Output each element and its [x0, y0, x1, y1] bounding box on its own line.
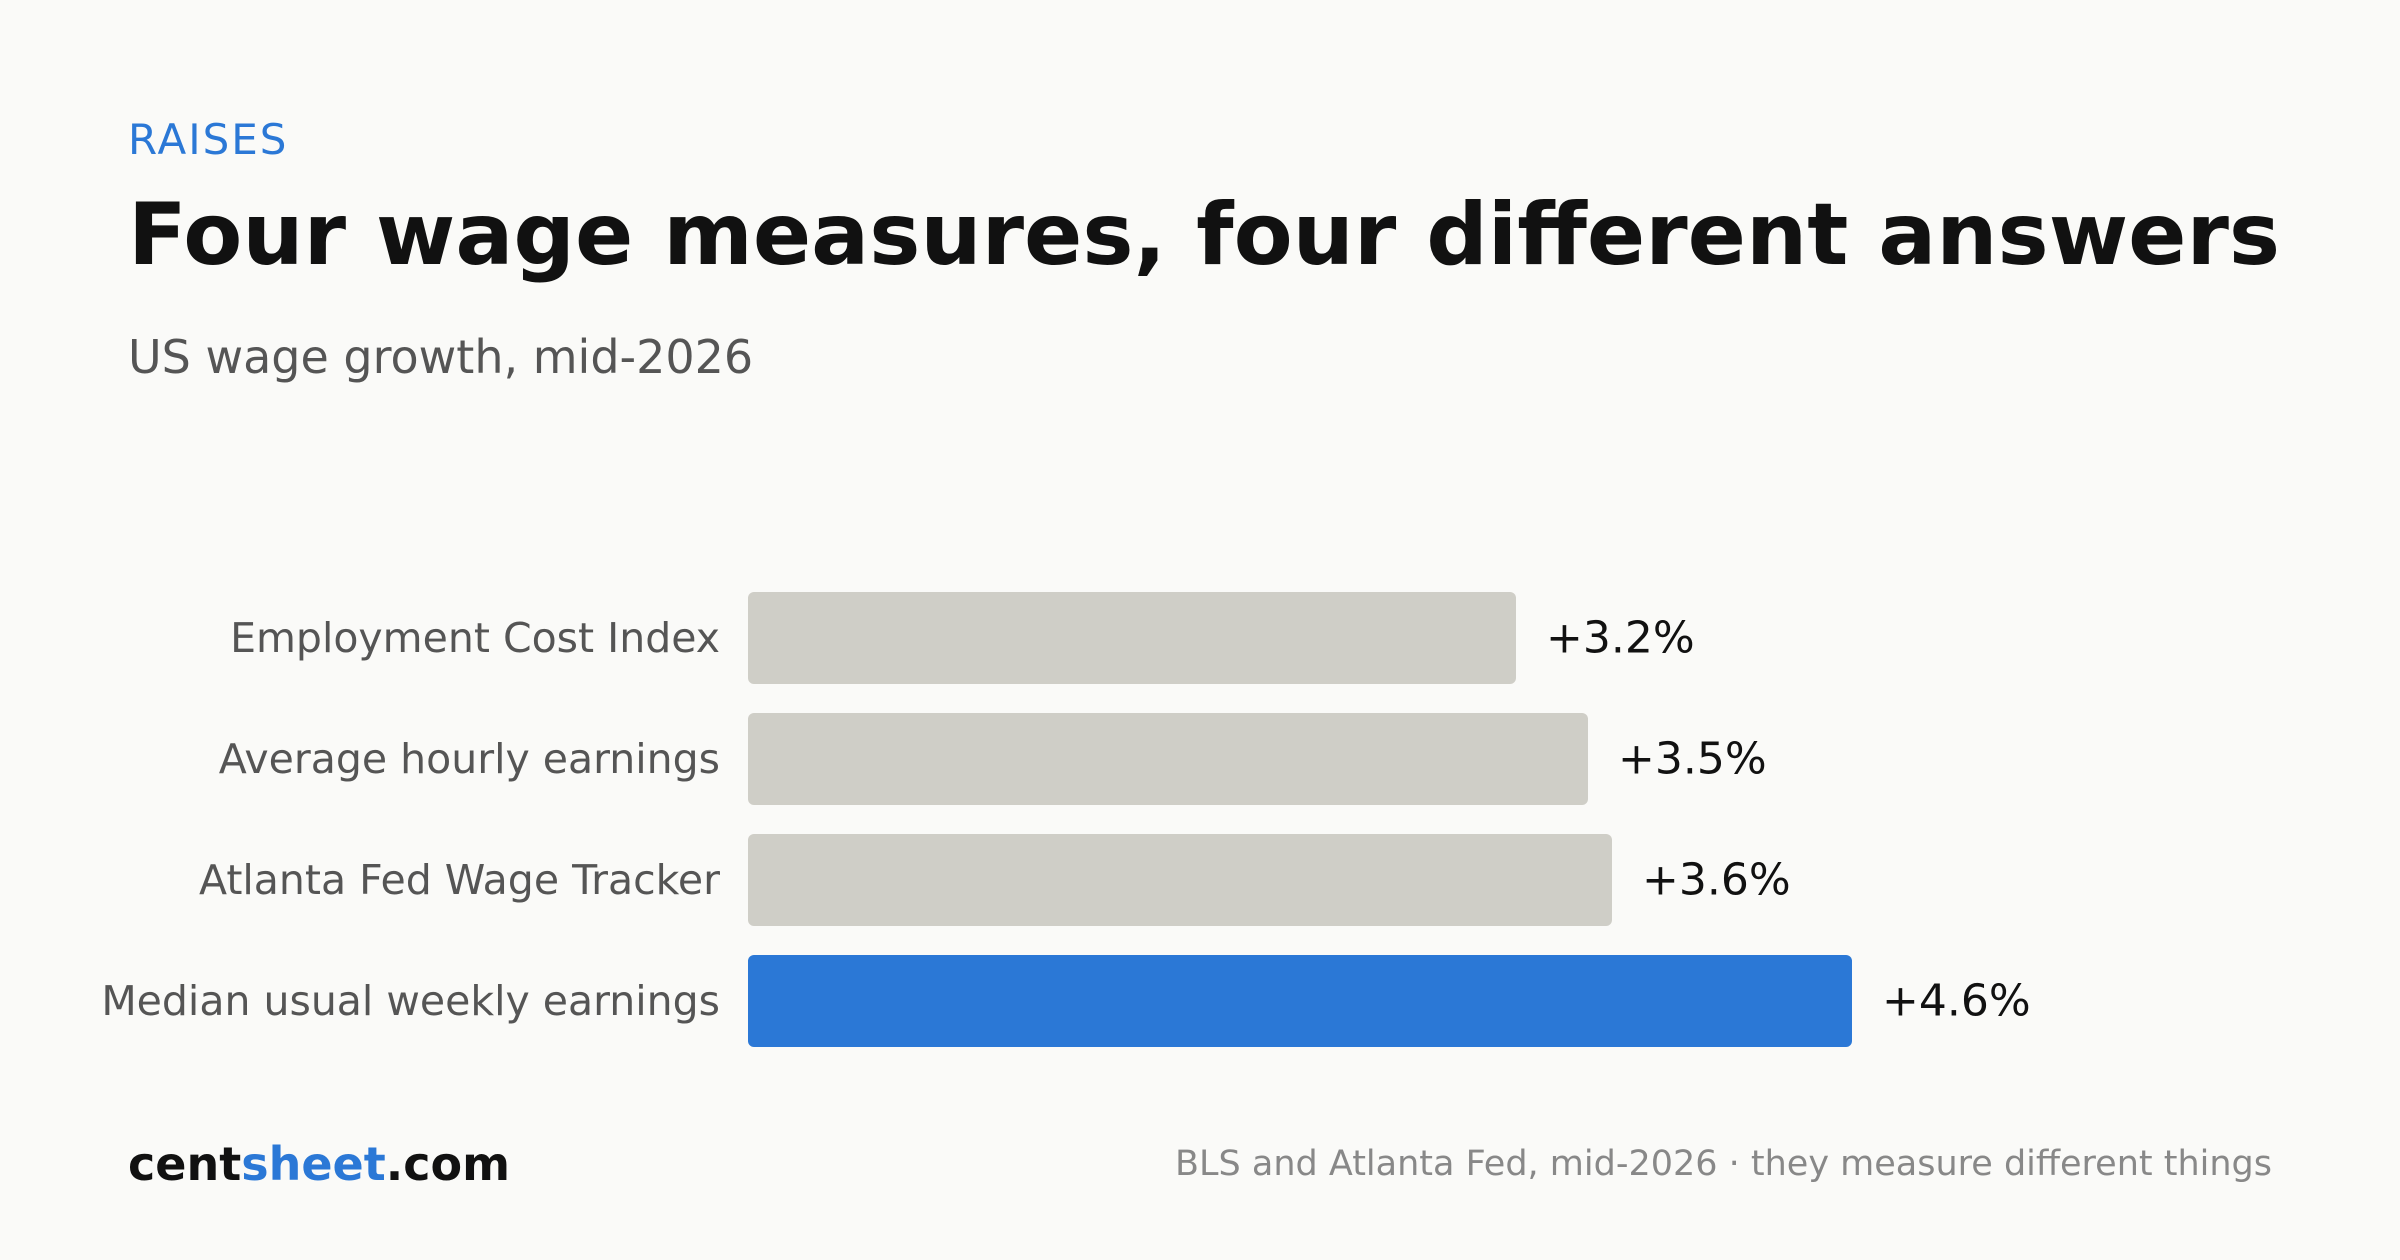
- value-label: +3.5%: [1618, 734, 1767, 785]
- bar-highlight: [748, 955, 1852, 1047]
- value-label: +3.6%: [1642, 855, 1791, 906]
- eyebrow-label: RAISES: [128, 115, 289, 164]
- value-label: +4.6%: [1882, 976, 2031, 1027]
- chart-title: Four wage measures, four different answe…: [128, 185, 2281, 285]
- source-note: BLS and Atlanta Fed, mid-2026 · they mea…: [1175, 1144, 2272, 1184]
- category-label: Atlanta Fed Wage Tracker: [199, 856, 720, 904]
- brand-part-cent: cent: [128, 1137, 242, 1191]
- bar: [748, 713, 1588, 805]
- brand-part-sheet: sheet: [241, 1137, 386, 1191]
- category-label: Median usual weekly earnings: [101, 977, 720, 1025]
- chart-subtitle: US wage growth, mid-2026: [128, 330, 754, 384]
- bar: [748, 834, 1612, 926]
- category-label: Average hourly earnings: [219, 735, 720, 783]
- bar: [748, 592, 1516, 684]
- value-label: +3.2%: [1546, 613, 1695, 664]
- brand-part-domain: .com: [385, 1137, 510, 1191]
- category-label: Employment Cost Index: [230, 614, 720, 662]
- brand-logo: centsheet.com: [128, 1134, 510, 1194]
